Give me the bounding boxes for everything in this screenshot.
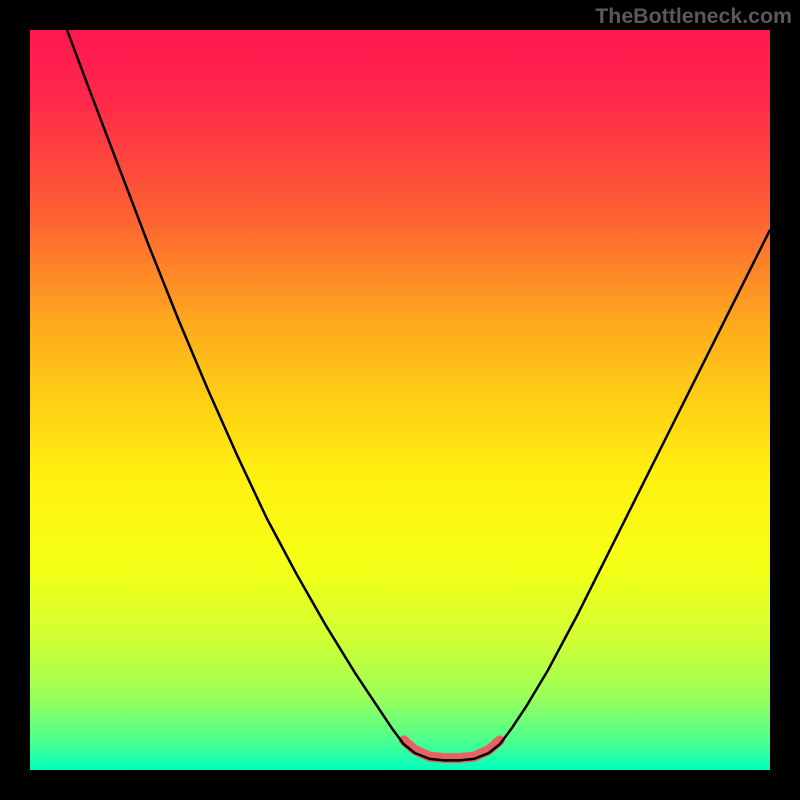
chart-background (30, 30, 770, 770)
watermark-text: TheBottleneck.com (595, 4, 792, 29)
chart-container: TheBottleneck.com (0, 0, 800, 800)
bottleneck-curve-chart (0, 0, 800, 800)
